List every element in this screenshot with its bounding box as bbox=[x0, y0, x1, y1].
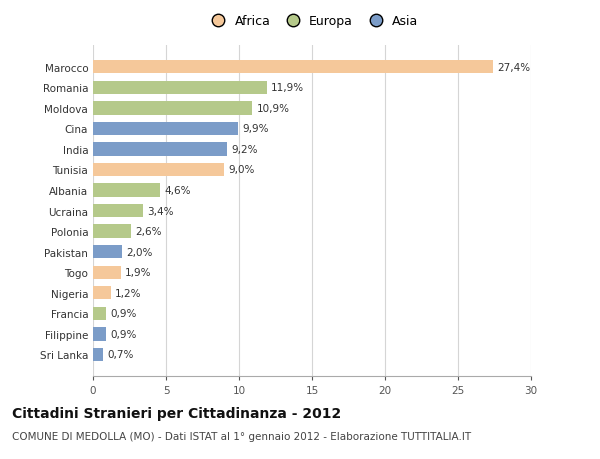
Text: 27,4%: 27,4% bbox=[497, 62, 530, 73]
Legend: Africa, Europa, Asia: Africa, Europa, Asia bbox=[201, 10, 423, 33]
Bar bbox=[93, 102, 252, 115]
Bar bbox=[93, 81, 267, 95]
Text: 11,9%: 11,9% bbox=[271, 83, 304, 93]
Bar bbox=[93, 163, 224, 177]
Text: 3,4%: 3,4% bbox=[147, 206, 173, 216]
Bar bbox=[93, 225, 131, 238]
Bar bbox=[93, 61, 493, 74]
Bar bbox=[93, 348, 103, 361]
Bar bbox=[93, 286, 110, 300]
Bar bbox=[93, 204, 143, 218]
Text: 1,9%: 1,9% bbox=[125, 268, 152, 278]
Text: 4,6%: 4,6% bbox=[164, 185, 191, 196]
Bar bbox=[93, 143, 227, 156]
Text: Cittadini Stranieri per Cittadinanza - 2012: Cittadini Stranieri per Cittadinanza - 2… bbox=[12, 406, 341, 420]
Bar bbox=[93, 246, 122, 259]
Text: 10,9%: 10,9% bbox=[257, 104, 290, 113]
Text: 9,9%: 9,9% bbox=[242, 124, 268, 134]
Text: 0,9%: 0,9% bbox=[110, 329, 137, 339]
Bar bbox=[93, 307, 106, 320]
Bar bbox=[93, 266, 121, 280]
Text: COMUNE DI MEDOLLA (MO) - Dati ISTAT al 1° gennaio 2012 - Elaborazione TUTTITALIA: COMUNE DI MEDOLLA (MO) - Dati ISTAT al 1… bbox=[12, 431, 471, 442]
Text: 9,2%: 9,2% bbox=[232, 145, 258, 155]
Text: 0,7%: 0,7% bbox=[107, 350, 134, 360]
Text: 9,0%: 9,0% bbox=[229, 165, 255, 175]
Text: 1,2%: 1,2% bbox=[115, 288, 142, 298]
Bar bbox=[93, 328, 106, 341]
Text: 2,0%: 2,0% bbox=[127, 247, 153, 257]
Bar bbox=[93, 123, 238, 136]
Text: 2,6%: 2,6% bbox=[136, 227, 162, 237]
Bar bbox=[93, 184, 160, 197]
Text: 0,9%: 0,9% bbox=[110, 309, 137, 319]
